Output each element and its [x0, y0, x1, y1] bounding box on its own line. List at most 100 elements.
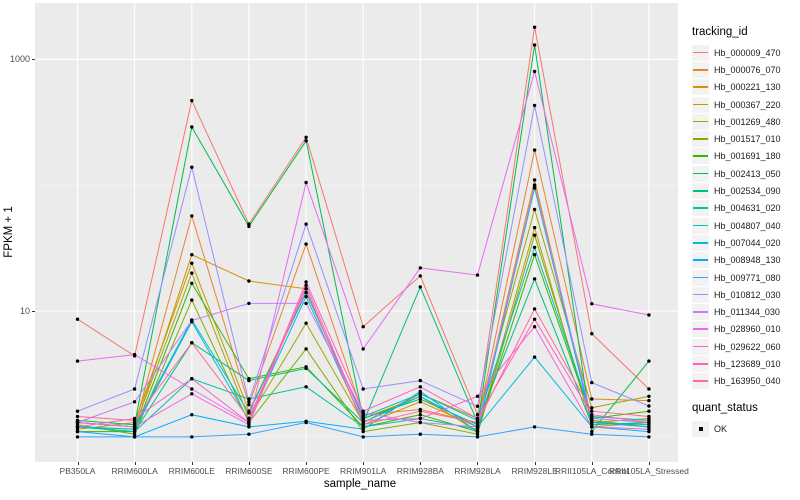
- legend-line-icon: [693, 276, 708, 279]
- legend-item-label: Hb_000367_220: [714, 99, 781, 110]
- x-tick-label: PB350LA: [59, 466, 96, 476]
- x-tick-mark: [477, 462, 479, 465]
- x-tick-mark: [134, 462, 136, 465]
- data-point: [247, 416, 251, 421]
- data-point: [418, 385, 422, 389]
- data-point: [418, 266, 422, 270]
- data-point: [532, 207, 537, 212]
- legend2-title: quant_status: [692, 402, 758, 414]
- legend-line-icon: [693, 138, 708, 140]
- data-point: [247, 400, 251, 404]
- legend-title: tracking_id: [692, 26, 748, 38]
- legend-line-icon: [693, 380, 708, 382]
- data-point: [590, 409, 594, 413]
- legend-item-label: Hb_007044_020: [714, 237, 781, 248]
- x-tick-label: RRIM928LE: [511, 466, 558, 476]
- legend-item-label: Hb_011344_030: [714, 307, 780, 318]
- data-point: [647, 409, 651, 413]
- data-point: [532, 178, 537, 182]
- data-point: [190, 165, 194, 169]
- data-point: [190, 298, 194, 302]
- data-point: [75, 429, 80, 434]
- legend-key-swatch: [692, 217, 709, 234]
- legend-item-Hb_002534_090: Hb_002534_090: [692, 182, 798, 200]
- legend-key-swatch: [692, 113, 709, 130]
- data-point: [190, 253, 194, 257]
- data-point: [190, 377, 194, 381]
- data-point: [304, 301, 308, 306]
- legend-item-label: Hb_002534_090: [714, 186, 781, 197]
- data-point: [247, 224, 251, 229]
- data-point: [532, 186, 537, 190]
- data-point: [418, 378, 422, 383]
- data-point: [304, 347, 308, 351]
- plot-canvas: [35, 3, 678, 462]
- legend-line-icon: [693, 259, 708, 261]
- legend-line-icon: [693, 224, 708, 227]
- y-tick-mark: [32, 59, 35, 61]
- legend-key-swatch: [692, 79, 709, 96]
- x-tick-mark: [648, 462, 650, 465]
- data-point: [532, 355, 537, 359]
- data-point: [190, 435, 194, 439]
- legend-item-Hb_007044_020: Hb_007044_020: [692, 234, 798, 251]
- data-point: [532, 277, 537, 281]
- x-tick-mark: [534, 462, 536, 465]
- legend-key-swatch: [692, 373, 709, 390]
- legend-item-label: Hb_004807_040: [714, 220, 781, 231]
- x-tick-mark: [191, 462, 193, 465]
- legend-item-Hb_011344_030: Hb_011344_030: [692, 303, 798, 321]
- data-point: [361, 418, 365, 423]
- legend-item-label: Hb_001269_480: [714, 116, 781, 127]
- data-point: [590, 429, 594, 434]
- data-point: [590, 397, 594, 401]
- data-point: [304, 290, 308, 295]
- legend-item-Hb_008948_130: Hb_008948_130: [692, 252, 798, 269]
- legend-key-swatch: [692, 234, 709, 251]
- data-point: [532, 307, 537, 311]
- legend-item-Hb_001691_180: Hb_001691_180: [692, 148, 798, 165]
- legend-rows: Hb_000009_470 Hb_000076_070 Hb_000221_130 H…: [692, 44, 798, 390]
- data-point: [475, 420, 480, 425]
- data-point: [247, 411, 251, 415]
- legend-item-Hb_123689_010: Hb_123689_010: [692, 355, 798, 372]
- legend-key-swatch: [692, 321, 709, 338]
- data-point: [418, 394, 422, 398]
- x-tick-label: RRIM600LA: [111, 466, 158, 476]
- data-point: [590, 406, 594, 410]
- data-point: [190, 392, 194, 396]
- data-point: [532, 317, 537, 321]
- data-point: [475, 413, 480, 417]
- legend-item-Hb_002413_050: Hb_002413_050: [692, 165, 798, 182]
- data-point: [75, 435, 80, 439]
- legend-item-label: Hb_000009_470: [714, 47, 781, 58]
- x-tick-label: RRIM928LA: [454, 466, 501, 476]
- plot-panel: [35, 3, 678, 462]
- data-point: [647, 398, 651, 403]
- data-point: [190, 98, 194, 103]
- legend-item-label: Hb_028960_010: [714, 324, 781, 335]
- legend-line-icon: [693, 51, 708, 54]
- y-tick-mark: [32, 311, 35, 312]
- x-tick-mark: [591, 462, 593, 465]
- data-point: [247, 378, 251, 383]
- data-point: [190, 271, 194, 275]
- data-point: [190, 413, 194, 417]
- data-point: [590, 332, 594, 336]
- legend2-item: OK: [692, 420, 798, 437]
- data-point: [647, 404, 651, 408]
- data-point: [590, 380, 594, 385]
- data-point: [647, 359, 651, 363]
- data-point: [418, 285, 422, 289]
- data-point: [247, 432, 251, 436]
- data-point: [532, 233, 537, 237]
- point-icon: [698, 426, 703, 431]
- data-point: [475, 435, 480, 439]
- data-point: [361, 435, 365, 439]
- data-point: [361, 387, 365, 391]
- legend-item-Hb_000076_070: Hb_000076_070: [692, 61, 798, 78]
- data-point: [361, 325, 365, 329]
- x-tick-mark: [248, 462, 250, 465]
- data-point: [418, 397, 422, 401]
